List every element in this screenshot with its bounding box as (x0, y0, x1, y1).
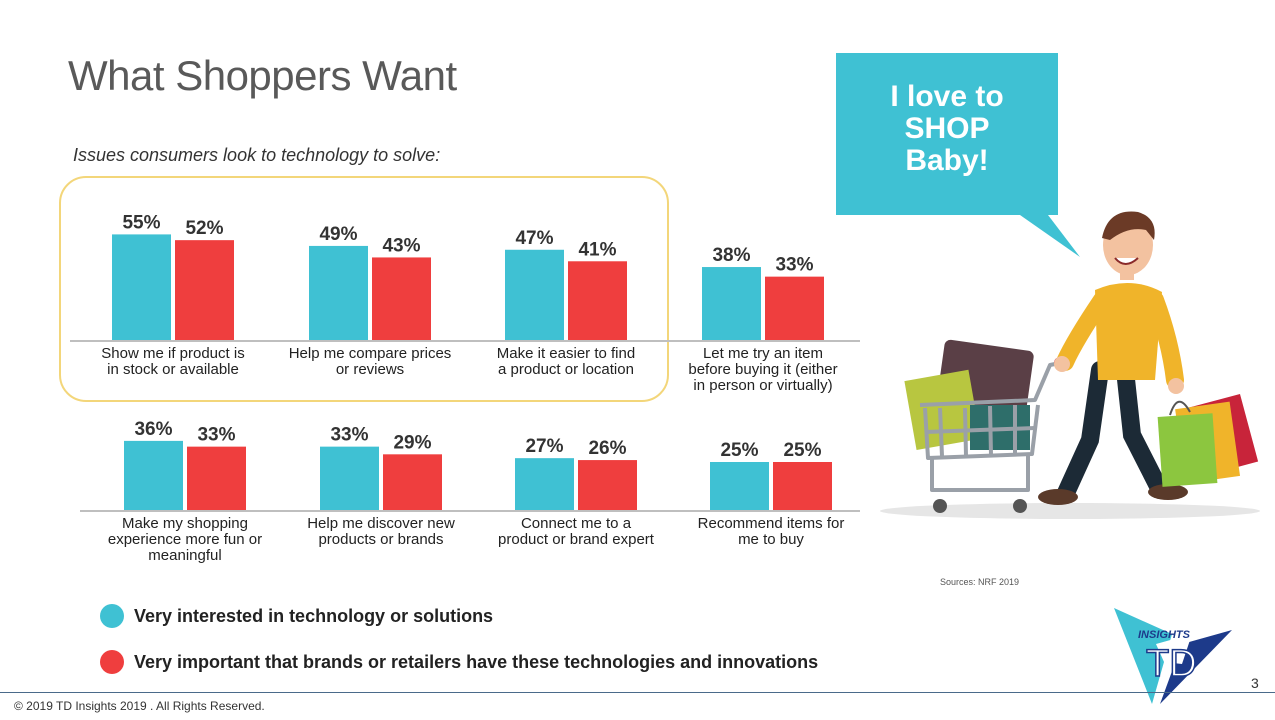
data-label: 36% (134, 419, 172, 440)
bar (515, 458, 574, 510)
bar (578, 460, 637, 510)
bar (309, 245, 368, 340)
speech-bubble-tail (1020, 215, 1080, 257)
shopping-bags-icon (1157, 393, 1259, 487)
category-label: Connect me to a (521, 515, 632, 532)
page-number: 3 (1251, 675, 1259, 691)
category-label: or reviews (336, 361, 404, 378)
shopper-illustration (880, 211, 1260, 519)
data-label: 33% (197, 425, 235, 446)
category-label: a product or location (498, 361, 634, 378)
data-label: 43% (382, 235, 420, 256)
category-label: Help me discover new (307, 515, 455, 532)
bar (372, 257, 431, 340)
bar (702, 267, 761, 340)
category-label: meaningful (148, 547, 221, 564)
logo-insights-text: INSIGHTS (1138, 629, 1191, 641)
category-label: Recommend items for (698, 515, 845, 532)
bar (124, 440, 183, 510)
bar (568, 261, 627, 340)
page-title: What Shoppers Want (68, 52, 457, 99)
data-label: 29% (393, 432, 431, 453)
category-label: in stock or available (107, 361, 239, 378)
data-label: 52% (185, 218, 223, 239)
category-label: experience more fun or (108, 531, 262, 548)
data-label: 33% (775, 255, 813, 276)
category-label: in person or virtually) (693, 377, 832, 394)
legend-label-important: Very important that brands or retailers … (134, 651, 819, 672)
bar (320, 446, 379, 510)
sources-note: Sources: NRF 2019 (940, 577, 1020, 587)
bar (175, 240, 234, 340)
category-label: Help me compare prices (289, 345, 452, 362)
category-label: Let me try an item (703, 345, 823, 362)
data-label: 26% (588, 438, 626, 459)
category-label: products or brands (318, 531, 443, 548)
bar (773, 462, 832, 510)
category-label: Make my shopping (122, 515, 248, 532)
data-label: 27% (525, 436, 563, 457)
bar (765, 276, 824, 340)
category-label: product or brand expert (498, 531, 655, 548)
bar (383, 454, 442, 510)
data-label: 38% (712, 245, 750, 266)
chart-subtitle: Issues consumers look to technology to s… (73, 145, 441, 165)
data-label: 33% (330, 425, 368, 446)
legend-swatch-teal (100, 604, 124, 628)
highlight-box (59, 176, 669, 402)
category-label: before buying it (either (688, 361, 837, 378)
category-label: me to buy (738, 531, 804, 548)
speech-bubble-text: I love to SHOP Baby! (890, 80, 1004, 177)
footer-divider (0, 692, 1275, 693)
floor-shadow (880, 503, 1260, 519)
copyright-text: © 2019 TD Insights 2019 . All Rights Res… (14, 699, 265, 713)
data-label: 47% (515, 228, 553, 249)
data-label: 55% (122, 212, 160, 233)
data-label: 25% (783, 440, 821, 461)
bar (505, 249, 564, 340)
data-label: 49% (319, 224, 357, 245)
bar (187, 446, 246, 510)
data-label: 41% (578, 239, 616, 260)
data-label: 25% (720, 440, 758, 461)
td-insights-logo: INSIGHTS TD (1114, 608, 1232, 704)
logo-td-text: TD (1146, 643, 1197, 685)
bar (112, 234, 171, 340)
legend-item-important: Very important that brands or retailers … (100, 649, 818, 675)
legend-swatch-red (100, 650, 124, 674)
category-label: Make it easier to find (497, 345, 635, 362)
bar (710, 462, 769, 510)
legend-item-interested: Very interested in technology or solutio… (100, 603, 493, 629)
legend-label-interested: Very interested in technology or solutio… (134, 605, 494, 626)
speech-bubble: I love to SHOP Baby! (836, 53, 1058, 215)
category-label: Show me if product is (101, 345, 244, 362)
